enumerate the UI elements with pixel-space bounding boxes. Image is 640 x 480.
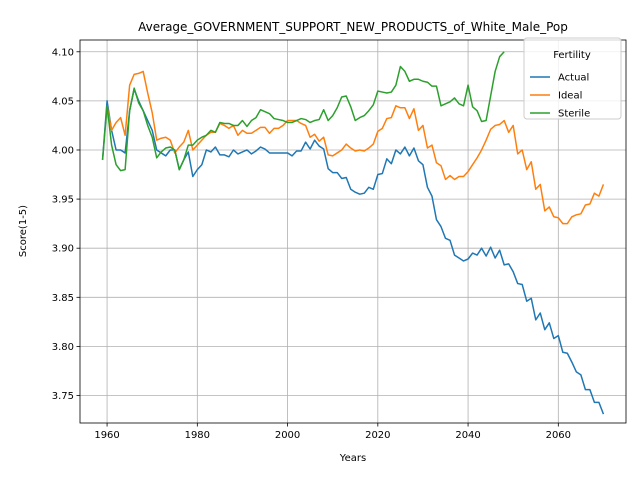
y-tick-label: 4.10: [52, 47, 74, 58]
x-tick-label: 1980: [185, 430, 210, 441]
y-tick-label: 3.80: [52, 342, 74, 353]
series-line-actual: [101, 88, 605, 415]
y-tick-label: 3.85: [52, 293, 74, 304]
legend-entries: Actual Ideal Sterile: [530, 73, 590, 120]
y-axis-ticks: 3.75 3.80 3.85 3.90 3.95 4.00 4.05 4.10: [52, 47, 80, 402]
legend-title: Fertility: [553, 50, 591, 61]
y-tick-label: 3.75: [52, 391, 74, 402]
series-line-sterile: [101, 51, 505, 172]
legend-label-ideal: Ideal: [558, 91, 582, 102]
y-tick-label: 3.90: [52, 244, 74, 255]
x-axis-label: Years: [339, 453, 366, 464]
x-tick-label: 2060: [546, 430, 571, 441]
y-tick-label: 3.95: [52, 195, 74, 206]
x-tick-label: 1960: [94, 430, 119, 441]
x-axis-ticks: 1960 1980 2000 2020 2040 2060: [94, 423, 571, 441]
legend-label-sterile: Sterile: [558, 109, 590, 120]
grid: [80, 40, 626, 423]
series-layer: [101, 51, 605, 415]
x-tick-label: 2020: [365, 430, 390, 441]
chart-title: Average_GOVERNMENT_SUPPORT_NEW_PRODUCTS_…: [138, 20, 568, 34]
plot-frame: [79, 39, 627, 424]
y-axis-label: Score(1-5): [18, 205, 29, 257]
series-line-ideal: [106, 70, 605, 225]
y-tick-label: 4.00: [52, 145, 74, 156]
x-tick-label: 2040: [455, 430, 480, 441]
x-tick-label: 2000: [275, 430, 300, 441]
y-tick-label: 4.05: [52, 96, 74, 107]
legend-label-actual: Actual: [558, 73, 589, 84]
legend: Fertility Actual Ideal Sterile: [523, 37, 622, 120]
legend-box: [523, 37, 622, 120]
